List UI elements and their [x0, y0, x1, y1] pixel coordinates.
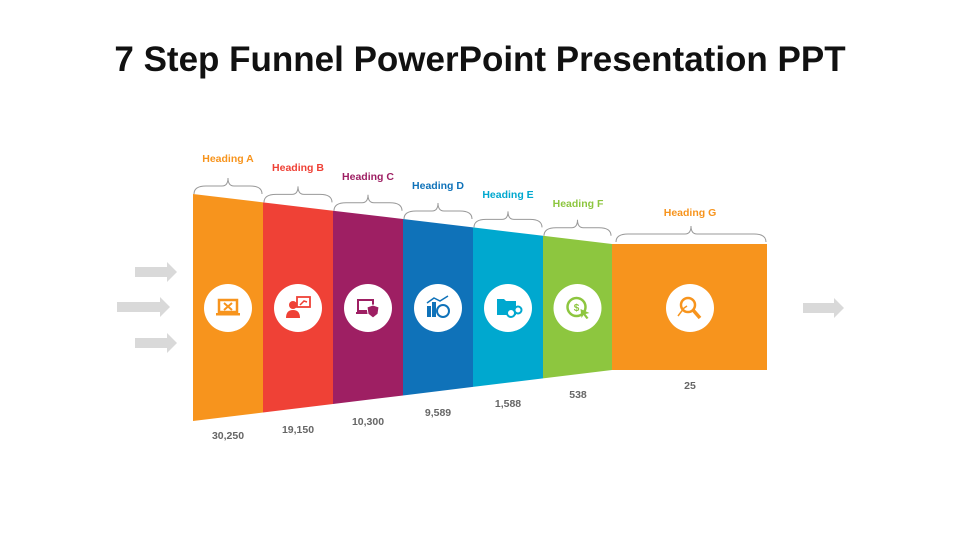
- output-arrow-icon: [803, 298, 844, 318]
- heading-c: Heading C: [342, 171, 394, 183]
- heading-f: Heading F: [553, 198, 604, 210]
- folder-gears-icon: [484, 284, 532, 332]
- input-arrow-icon: [117, 297, 170, 317]
- heading-g: Heading G: [664, 207, 717, 219]
- brace: [333, 194, 403, 211]
- presenter-chart-icon: [274, 284, 322, 332]
- value-g: 25: [684, 380, 696, 392]
- brace: [543, 219, 612, 236]
- heading-d: Heading D: [412, 180, 464, 192]
- page-title: 7 Step Funnel PowerPoint Presentation PP…: [114, 40, 846, 79]
- value-e: 1,588: [495, 398, 521, 410]
- bar-chart-coin-icon: [414, 284, 462, 332]
- value-b: 19,150: [282, 424, 314, 436]
- svg-text:$: $: [574, 303, 580, 314]
- heading-e: Heading E: [482, 189, 533, 201]
- dollar-click-icon: $: [553, 284, 602, 332]
- value-d: 9,589: [425, 407, 451, 419]
- magnifier-growth-icon: [666, 284, 714, 332]
- value-c: 10,300: [352, 416, 384, 428]
- input-arrow-icon: [135, 262, 177, 282]
- input-arrow-icon: [135, 333, 177, 353]
- brace: [615, 225, 767, 243]
- brace: [403, 203, 473, 220]
- heading-a: Heading A: [202, 153, 254, 165]
- laptop-tools-icon: [204, 284, 252, 332]
- value-a: 30,250: [212, 430, 244, 442]
- heading-b: Heading B: [272, 162, 324, 174]
- brace: [193, 177, 263, 195]
- brace: [263, 186, 333, 203]
- brace: [473, 211, 543, 228]
- laptop-shield-icon: [344, 284, 392, 332]
- value-f: 538: [569, 389, 587, 401]
